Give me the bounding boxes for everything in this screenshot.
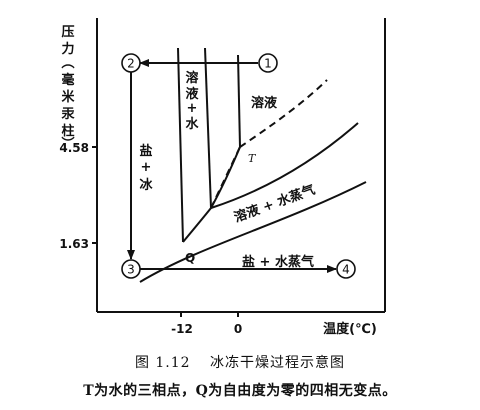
region-solution-ice: 溶 液 + 水 <box>185 70 199 132</box>
phase-diagram: 压 力 ︵ 毫 米 汞 柱 ︶ 4.58 1.63 -12 0 温度(℃) 1 … <box>59 18 386 337</box>
region-char: 冰 <box>139 177 153 193</box>
region-char: 溶 <box>185 70 198 86</box>
state-point-1: 1 <box>258 53 278 73</box>
x-tick-label: 0 <box>234 322 242 336</box>
y-tick-label: 1.63 <box>59 237 89 251</box>
figure-note: T为水的三相点，Q为自由度为零的四相无变点。 <box>83 383 397 399</box>
y-tick-label: 4.58 <box>59 141 89 155</box>
figure-title: 冰冻干燥过程示意图 <box>210 355 346 371</box>
state-point-4: 4 <box>336 259 356 279</box>
figure-caption: 图 1.12 冰冻干燥过程示意图 <box>0 352 480 372</box>
region-solution: 溶液 <box>251 95 277 111</box>
svg-text:2: 2 <box>127 57 135 71</box>
plot-frame <box>96 18 386 313</box>
y-axis-title: 压 力 ︵ 毫 米 汞 柱 ︶ <box>60 25 75 152</box>
region-salt-ice: 盐 + 冰 <box>139 143 153 193</box>
solution-vapor-curve <box>210 122 359 209</box>
region-char: + <box>187 101 198 116</box>
svg-text:4: 4 <box>342 263 350 277</box>
y-axis-char: 米 <box>61 89 75 105</box>
y-axis-char: 汞 <box>61 107 75 122</box>
y-axis-char: 柱 <box>61 123 74 139</box>
x-axis-title: 温度(℃) <box>323 321 377 337</box>
y-axis-char: 压 <box>61 25 74 40</box>
ice-sublimation-curve <box>182 146 241 243</box>
quad-point-label: Q <box>185 251 195 265</box>
salt-solubility-line <box>177 47 184 243</box>
triple-point-label: T <box>248 152 257 165</box>
svg-text:3: 3 <box>127 263 135 277</box>
region-char: 液 <box>185 86 198 102</box>
region-char: 盐 <box>139 143 152 159</box>
svg-text:1: 1 <box>264 57 272 71</box>
region-salt-vapor: 盐 + 水蒸气 <box>242 254 314 270</box>
ice-melting-line <box>237 54 241 148</box>
x-tick-label: -12 <box>171 322 193 336</box>
y-axis-char: 力 <box>61 41 74 57</box>
y-axis-char: 毫 <box>61 72 74 88</box>
y-axis-char: ︶ <box>60 136 74 152</box>
figure-number: 图 1.12 <box>134 355 191 371</box>
water-vapor-dashed <box>239 79 328 148</box>
state-point-2: 2 <box>121 53 141 73</box>
ice-solution-line <box>204 47 212 209</box>
state-point-3: 3 <box>121 259 141 279</box>
region-char: + <box>141 160 152 175</box>
y-axis-char: ︵ <box>60 56 74 71</box>
region-solution-vapor: 溶液 + 水蒸气 <box>232 182 317 226</box>
region-char: 水 <box>185 116 199 132</box>
